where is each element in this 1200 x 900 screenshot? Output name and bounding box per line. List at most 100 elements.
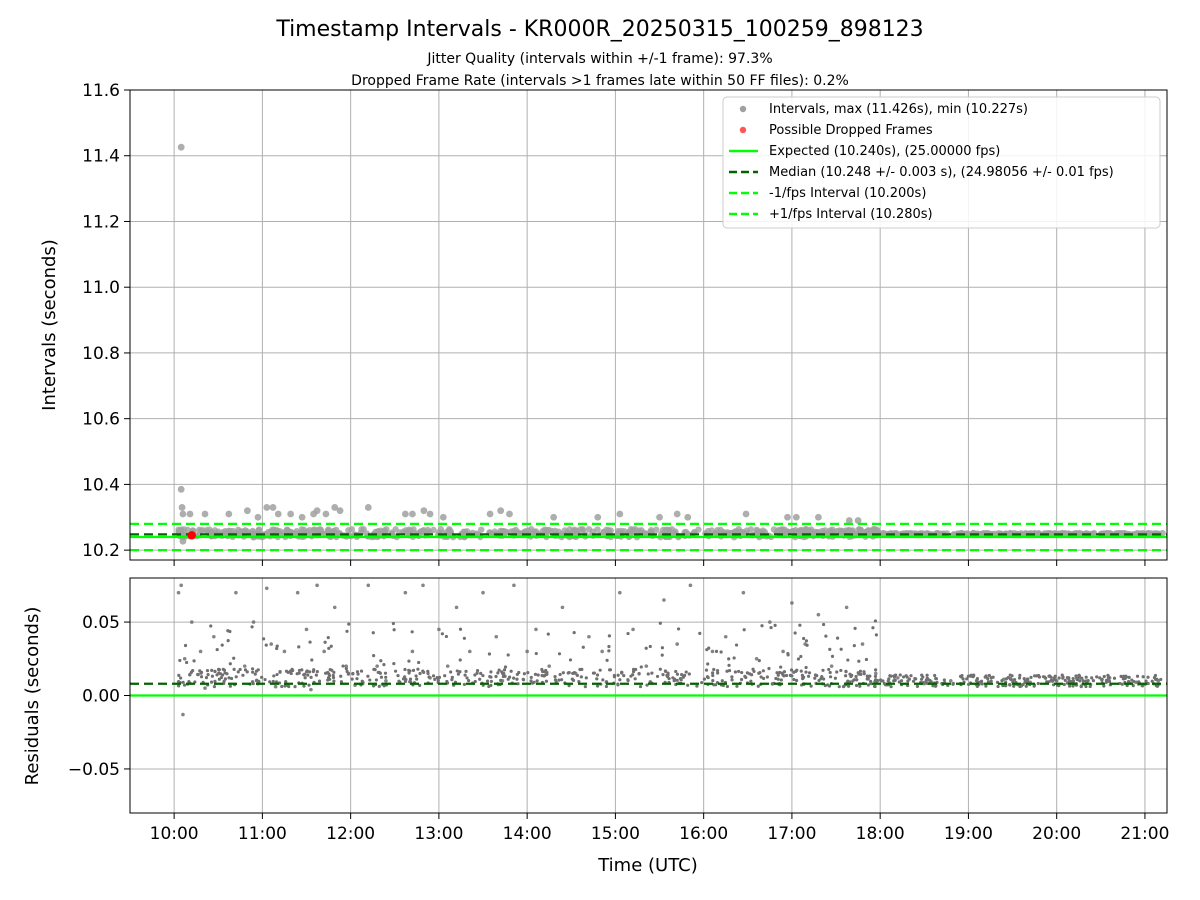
residuals-cluster-point xyxy=(660,653,664,657)
residuals-cluster-point xyxy=(308,670,312,674)
residuals-cluster-point xyxy=(658,667,662,671)
residuals-cluster-point xyxy=(712,667,716,672)
intervals-data-point xyxy=(497,507,505,515)
residuals-data-point xyxy=(873,671,878,676)
residuals-cluster-point xyxy=(546,632,550,636)
residuals-cluster-point xyxy=(515,672,519,677)
residuals-cluster-point xyxy=(989,679,993,683)
residuals-cluster-point xyxy=(328,677,332,681)
residuals-data-point xyxy=(264,586,269,591)
residuals-cluster-point xyxy=(572,630,576,635)
legend-label-expected: Expected (10.240s), (25.00000 fps) xyxy=(769,144,1000,159)
residuals-cluster-point xyxy=(986,680,990,684)
residuals-cluster-point xyxy=(331,675,336,680)
residuals-cluster-point xyxy=(634,667,638,672)
residuals-cluster-point xyxy=(605,658,609,662)
residuals-cluster-point xyxy=(250,667,255,671)
residuals-cluster-point xyxy=(310,658,314,662)
intervals-cluster-point xyxy=(1062,530,1069,538)
residuals-cluster-point xyxy=(633,677,637,681)
residuals-data-point xyxy=(428,676,432,680)
residuals-cluster-point xyxy=(934,677,938,681)
residuals-cluster-point xyxy=(804,639,809,643)
residuals-cluster-point xyxy=(725,669,729,673)
residuals-cluster-point xyxy=(213,679,217,683)
residuals-cluster-point xyxy=(449,670,453,674)
residuals-cluster-point xyxy=(907,677,911,681)
x-tick-label: 13:00 xyxy=(414,824,463,844)
residuals-cluster-point xyxy=(489,679,493,684)
residuals-cluster-point xyxy=(371,631,375,635)
residuals-cluster-point xyxy=(1053,674,1057,678)
residuals-data-point xyxy=(547,664,552,668)
residuals-cluster-point xyxy=(835,670,839,674)
residuals-cluster-point xyxy=(719,650,723,654)
residuals-cluster-point xyxy=(730,678,734,682)
legend-label-intervals: Intervals, max (11.426s), min (10.227s) xyxy=(769,102,1028,117)
residuals-cluster-point xyxy=(749,679,753,683)
intervals-y-axis-label: Intervals (seconds) xyxy=(39,239,60,411)
residuals-y-tick-label: 0.00 xyxy=(82,687,120,707)
residuals-cluster-point xyxy=(346,672,350,676)
residuals-data-point xyxy=(896,676,900,680)
residuals-cluster-point xyxy=(725,684,730,689)
residuals-cluster-point xyxy=(1071,684,1075,688)
intervals-cluster-point xyxy=(618,527,625,535)
residuals-cluster-point xyxy=(799,654,803,659)
residuals-data-point xyxy=(295,590,300,595)
residuals-cluster-point xyxy=(374,678,379,682)
residuals-cluster-point xyxy=(465,676,469,680)
residuals-cluster-point xyxy=(222,668,227,672)
intervals-cluster-point xyxy=(849,527,856,534)
residuals-cluster-point xyxy=(489,675,493,679)
residuals-data-point xyxy=(304,627,309,632)
residuals-cluster-point xyxy=(705,675,710,679)
residuals-cluster-point xyxy=(287,684,291,689)
legend: Intervals, max (11.426s), min (10.227s) … xyxy=(722,96,1161,229)
residuals-cluster-point xyxy=(503,665,508,669)
residuals-cluster-point xyxy=(821,622,826,627)
intervals-data-point xyxy=(673,510,681,518)
residuals-data-point xyxy=(1107,676,1112,680)
residuals-cluster-point xyxy=(874,668,878,672)
residuals-data-point xyxy=(269,642,274,646)
residuals-cluster-point xyxy=(392,662,396,666)
residuals-cluster-point xyxy=(272,674,276,678)
residuals-cluster-point xyxy=(506,653,510,657)
residuals-cluster-point xyxy=(835,636,840,640)
intervals-y-tick-label: 10.4 xyxy=(82,475,120,495)
legend-label-minus-fps: -1/fps Interval (10.200s) xyxy=(769,186,926,201)
residuals-cluster-point xyxy=(779,678,783,682)
residuals-cluster-point xyxy=(1006,675,1010,680)
residuals-cluster-point xyxy=(865,674,869,678)
residuals-cluster-point xyxy=(774,676,778,681)
residuals-data-point xyxy=(816,612,821,617)
residuals-cluster-point xyxy=(846,658,850,662)
residuals-data-point xyxy=(600,649,604,654)
residuals-data-point xyxy=(366,583,371,588)
residuals-cluster-point xyxy=(837,685,841,689)
residuals-cluster-point xyxy=(566,671,570,675)
residuals-cluster-point xyxy=(899,679,904,683)
residuals-cluster-point xyxy=(1100,677,1104,681)
residuals-cluster-point xyxy=(620,670,624,674)
residuals-cluster-point xyxy=(263,677,267,682)
residuals-cluster-point xyxy=(676,627,681,631)
residuals-cluster-point xyxy=(846,684,851,688)
residuals-cluster-point xyxy=(855,678,859,682)
residuals-cluster-point xyxy=(756,684,760,688)
residuals-data-point xyxy=(587,634,591,639)
residuals-data-point xyxy=(332,605,337,610)
residuals-cluster-point xyxy=(260,675,264,679)
residuals-data-point xyxy=(182,656,187,661)
residuals-cluster-point xyxy=(674,669,678,674)
residuals-cluster-point xyxy=(1017,676,1022,680)
residuals-cluster-point xyxy=(761,669,765,673)
residuals-cluster-point xyxy=(479,671,483,675)
residuals-data-point xyxy=(1134,680,1138,685)
residuals-cluster-point xyxy=(475,671,479,675)
intervals-data-point xyxy=(814,513,822,521)
residuals-cluster-point xyxy=(707,646,711,650)
residuals-cluster-point xyxy=(914,677,918,681)
residuals-cluster-point xyxy=(830,654,835,659)
